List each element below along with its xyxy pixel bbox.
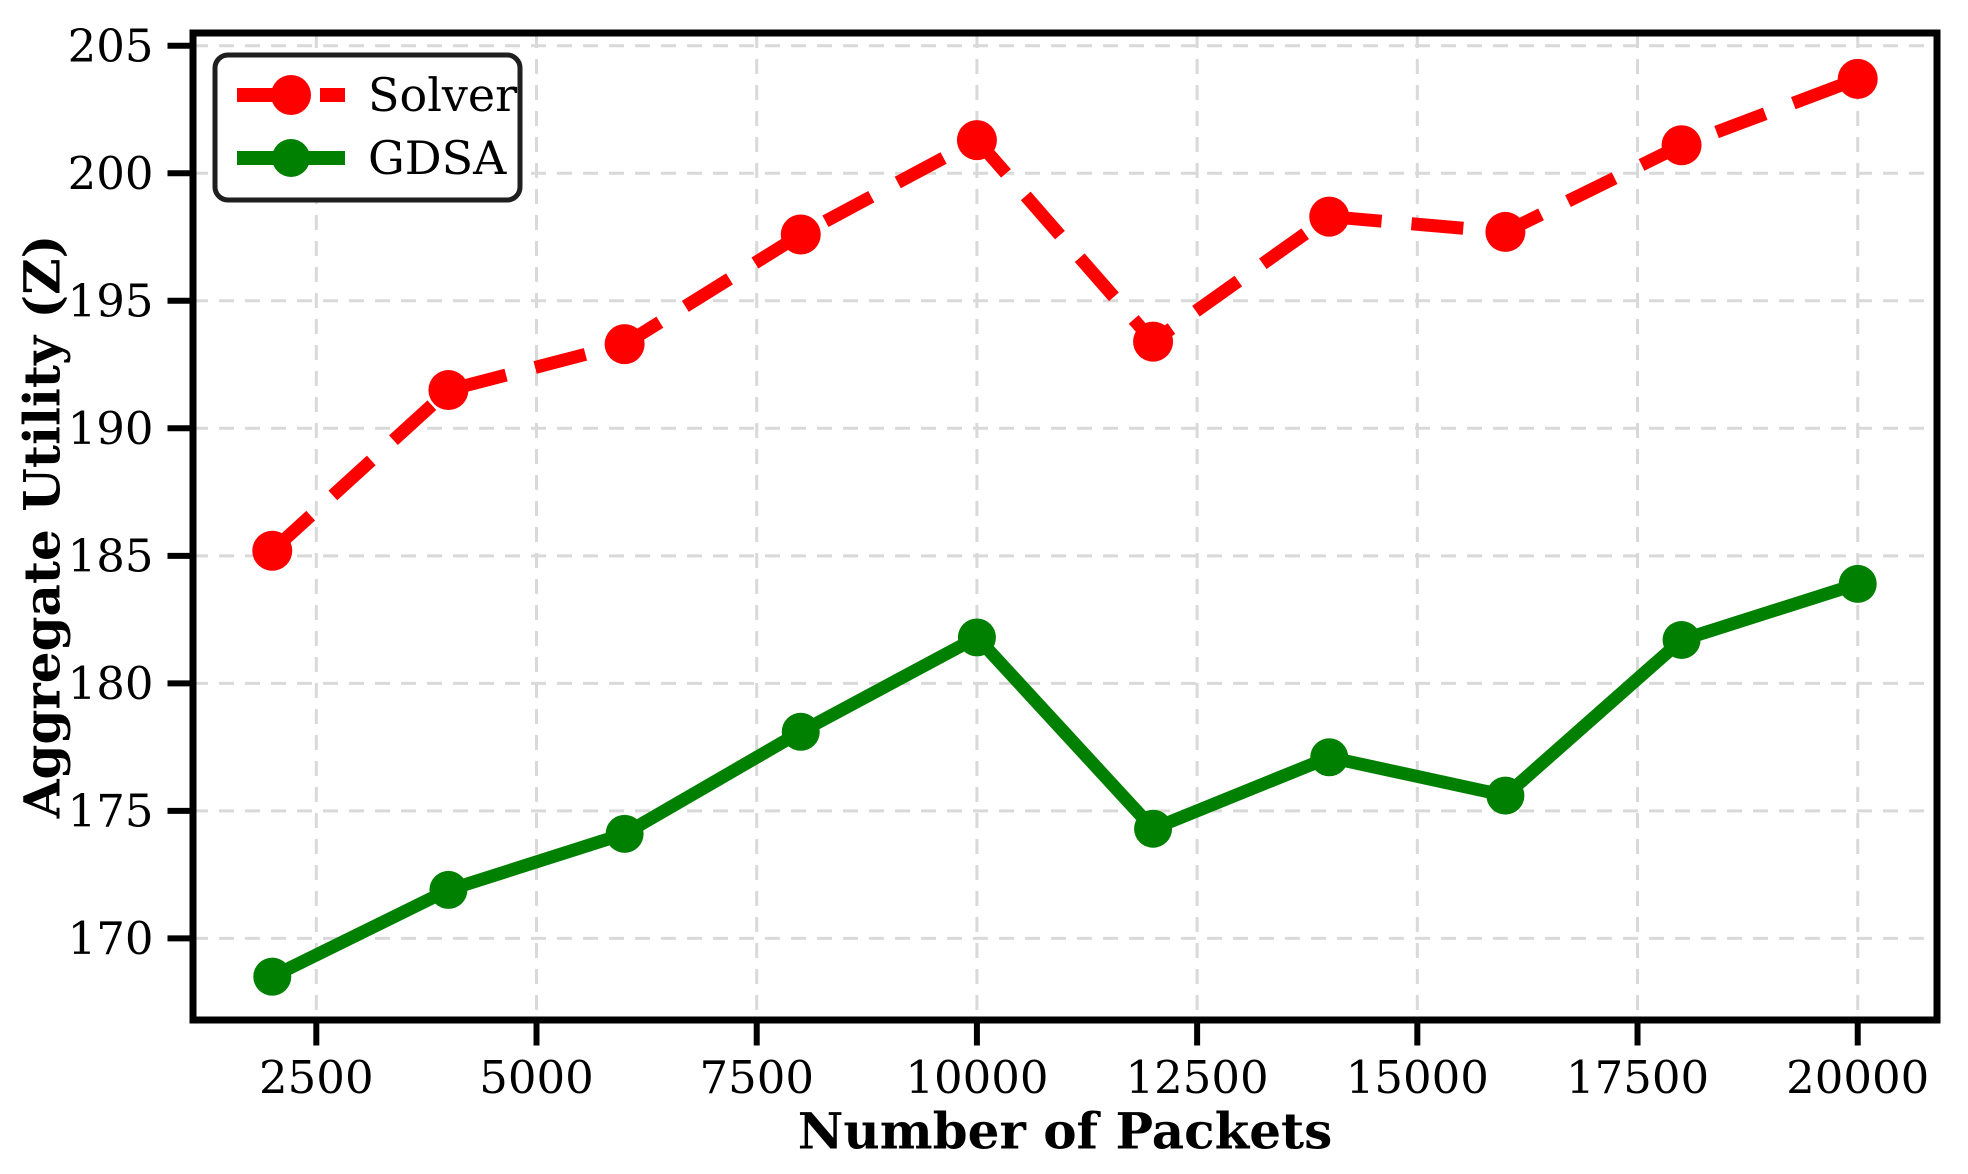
data-point-marker-gdsa [1486,776,1525,815]
x-tick-label: 15000 [1346,1051,1489,1104]
data-point-marker-gdsa [429,870,468,909]
plot-border [189,29,1941,1024]
x-tick-label: 5000 [479,1051,594,1104]
x-tick-label: 2500 [259,1051,374,1104]
y-tick-label: 190 [68,402,154,455]
data-point-marker-solver [604,324,645,365]
legend-marker-icon [272,139,310,177]
x-tick-label: 12500 [1126,1051,1269,1104]
y-axis: 170 175 180 185 190 195 200 205 [68,19,190,965]
data-point-marker-gdsa [605,814,644,853]
legend: Solver GDSA [212,52,523,203]
y-tick-label: 185 [68,529,154,582]
data-point-marker-gdsa [1310,738,1349,777]
legend-item-solver: Solver [237,68,517,122]
x-tick-label: 17500 [1566,1051,1709,1104]
y-tick-label: 175 [68,784,154,837]
data-point-marker-gdsa [253,957,292,996]
x-axis: 2500 5000 7500 10000 12500 15000 17500 20000 [259,1023,1929,1104]
series-solver [252,58,1878,571]
x-axis-label: Number of Packets [798,1102,1333,1161]
legend-label: GDSA [368,131,507,185]
legend-marker-icon [271,75,311,115]
data-point-marker-solver [428,370,469,411]
data-point-marker-solver [1661,125,1702,166]
x-tick-label: 7500 [699,1051,814,1104]
data-point-marker-gdsa [1838,564,1877,603]
x-tick-label: 20000 [1786,1051,1929,1104]
y-axis-label: Aggregate Utility (Z) [13,235,72,820]
legend-item-gdsa: GDSA [237,131,507,185]
y-tick-label: 180 [68,657,154,710]
y-tick-label: 170 [68,912,154,965]
data-point-marker-solver [1309,196,1350,237]
data-point-marker-gdsa [1662,620,1701,659]
y-tick-label: 195 [68,274,154,327]
data-point-marker-solver [780,214,821,255]
series-line-gdsa [269,577,1860,983]
data-point-marker-solver [956,120,997,161]
data-point-marker-solver [1485,211,1526,252]
legend-label: Solver [368,68,517,122]
series-gdsa [253,564,1877,996]
data-point-marker-gdsa [781,712,820,751]
data-point-marker-solver [252,530,293,571]
data-point-marker-gdsa [1134,809,1173,848]
data-point-marker-solver [1837,58,1878,99]
data-point-marker-gdsa [957,618,996,657]
series-line-solver [267,72,1861,556]
data-point-marker-solver [1133,321,1174,362]
y-tick-label: 200 [68,147,154,200]
y-tick-label: 205 [68,19,154,72]
x-tick-label: 10000 [905,1051,1048,1104]
